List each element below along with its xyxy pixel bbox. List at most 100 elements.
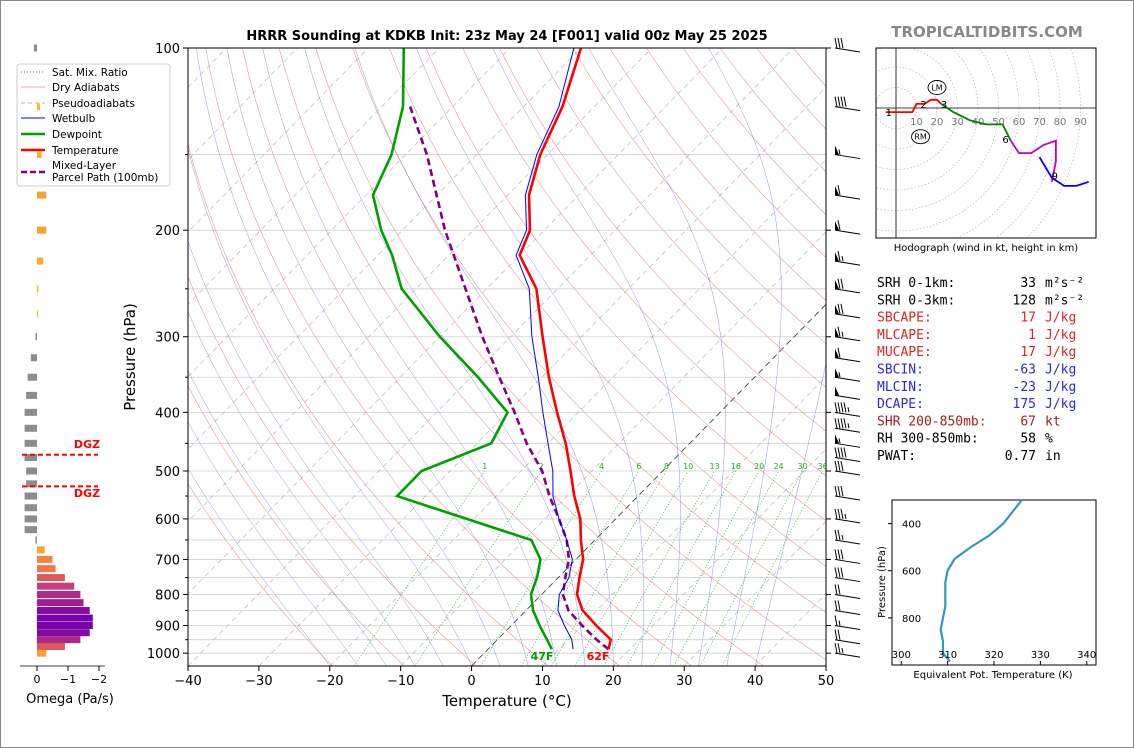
isotherm-line (329, 159, 826, 666)
hodograph-height-label: 6 (1002, 135, 1008, 146)
y-tick-label: 900 (155, 619, 180, 634)
skewt-ylabel: Pressure (hPa) (121, 303, 139, 411)
barb-full (837, 184, 841, 196)
stat-unit: m²s⁻² (1045, 276, 1084, 291)
hodograph-segment (1038, 156, 1089, 187)
skewt-profiles (371, 48, 613, 651)
barb-half (841, 256, 844, 262)
wind-barb (834, 643, 861, 658)
barb-full (843, 447, 847, 458)
stat-unit: m²s⁻² (1045, 293, 1084, 308)
wind-barb (834, 145, 861, 160)
barb-flag (835, 327, 839, 337)
hodograph-frame (875, 47, 1097, 239)
y-tick-label: 400 (155, 406, 180, 421)
barb-full (837, 643, 841, 654)
barb-flag (835, 434, 839, 444)
mixing-ratio-line (673, 470, 779, 666)
wind-barb (834, 460, 861, 476)
omega-bar (37, 614, 93, 622)
profile-wetbulb (515, 48, 575, 650)
omega-bar (35, 536, 37, 544)
omega-bar (37, 574, 65, 582)
barb-full (837, 584, 841, 595)
dry-adiabat (389, 48, 826, 567)
isotherm-line (400, 231, 826, 666)
barb-full (837, 326, 841, 337)
wind-barb (834, 418, 861, 433)
barb-full (840, 37, 844, 49)
barb-half (841, 648, 844, 654)
mixing-ratio-label: 10 (683, 462, 693, 471)
barb-staff (834, 336, 861, 342)
y-tick-label: 600 (155, 513, 180, 528)
barb-staff (834, 558, 861, 564)
moist-adiabat (188, 311, 416, 666)
wind-barb (834, 549, 861, 564)
barb-full (837, 508, 841, 520)
omega-bar (37, 649, 47, 657)
moist-adiabat (188, 421, 359, 666)
dry-adiabat (315, 48, 826, 661)
mixing-ratio-line (721, 470, 823, 666)
storm-motion-rm-label: RM (914, 133, 927, 142)
y-tick-label: 1000 (147, 647, 180, 662)
omega-bar (24, 515, 37, 523)
barb-staff (834, 442, 861, 448)
wind-barb (834, 96, 861, 112)
barb-full (843, 418, 847, 429)
mixing-ratio-label: 36 (818, 462, 828, 471)
omega-bar (24, 408, 37, 416)
stat-unit: J/kg (1045, 328, 1076, 343)
barb-full (840, 567, 844, 578)
hodograph-ring-label: 70 (1033, 117, 1046, 128)
omega-bar (35, 333, 37, 341)
isotherm-line (188, 48, 724, 595)
barb-full (834, 529, 838, 541)
mixing-ratio-label: 6 (636, 462, 641, 471)
hodograph-ring-label: 60 (1013, 117, 1026, 128)
x-tick-label: −30 (245, 674, 272, 689)
barb-staff (834, 652, 861, 658)
barb-staff (834, 427, 861, 433)
barb-full (834, 96, 838, 107)
omega-bar (37, 226, 47, 234)
barb-staff (834, 229, 861, 235)
barb-full (834, 460, 838, 472)
wind-barb (834, 386, 861, 400)
y-tick-label: 800 (155, 589, 180, 604)
stat-unit: % (1045, 432, 1053, 447)
legend-pseudoadiabats: Pseudoadiabats (52, 98, 135, 110)
theta-e-y-tick-label: 400 (902, 520, 921, 531)
watermark: TROPICALTIDBITS.COM (891, 23, 1083, 41)
wind-barb (834, 326, 861, 342)
moist-adiabat (226, 48, 529, 666)
stat-label: SRH 0-3km: (877, 293, 955, 308)
hodograph-height-label: 1 (886, 108, 892, 119)
omega-bar (37, 599, 84, 607)
barb-full (834, 615, 838, 626)
dry-adiabat (609, 48, 826, 301)
barb-flag (835, 145, 839, 155)
omega-panel: 0 −1 −2 (20, 44, 107, 686)
profile-dewpoint (371, 48, 553, 650)
hodograph-height-label: 2 (920, 100, 926, 111)
x-tick-label: 20 (605, 674, 622, 689)
isotherm-line (188, 48, 582, 450)
hodograph-ring-label: 30 (951, 117, 964, 128)
barb-half (847, 423, 850, 429)
barb-full (834, 584, 838, 595)
stat-label: MUCAPE: (877, 345, 932, 360)
mixing-ratio-line (574, 470, 689, 666)
barb-staff (834, 539, 861, 545)
isotherm-line (613, 448, 826, 666)
stat-value: -23 (1013, 380, 1036, 395)
wind-barb (834, 567, 861, 583)
moist-adiabat (188, 147, 472, 666)
hodograph-segment (940, 103, 1012, 142)
wind-barb (834, 278, 861, 294)
stat-unit: J/kg (1045, 397, 1076, 412)
barb-half (841, 534, 844, 541)
dry-adiabat (205, 48, 621, 666)
y-tick-label: 100 (155, 42, 180, 57)
